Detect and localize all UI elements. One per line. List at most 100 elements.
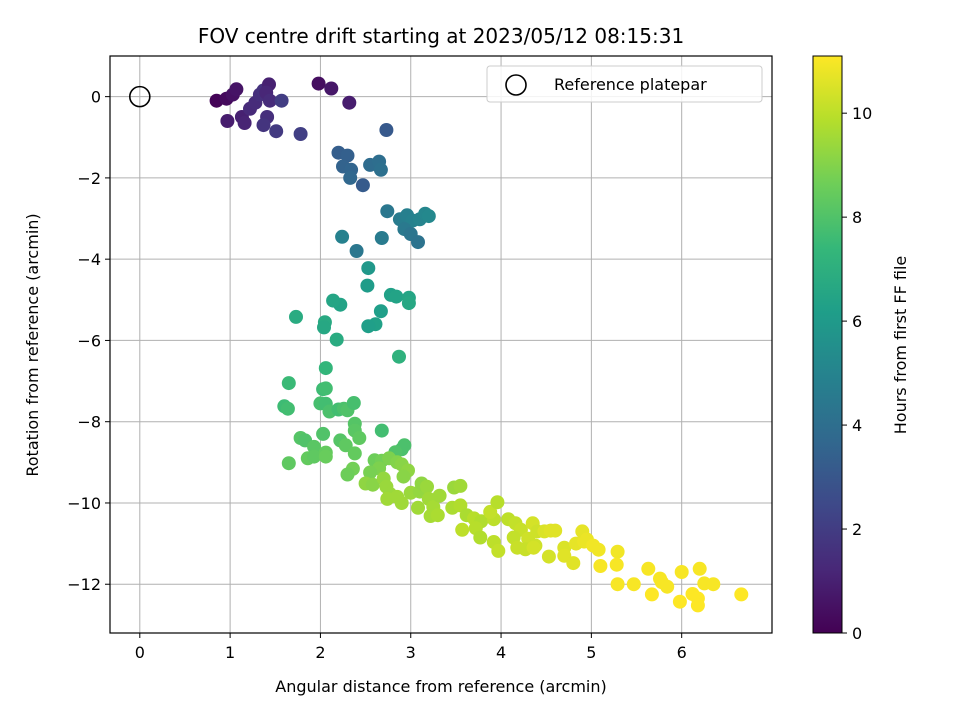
data-point (360, 278, 375, 293)
data-point (706, 577, 721, 592)
data-point (394, 496, 409, 510)
data-point (355, 178, 370, 193)
data-point (338, 438, 353, 453)
data-point (392, 349, 406, 364)
colorbar-tick-label: 10 (852, 104, 872, 123)
y-tick-label: −6 (77, 331, 101, 350)
colorbar-gradient (812, 55, 843, 634)
data-point (361, 319, 376, 334)
data-point (660, 579, 675, 594)
data-point (317, 320, 331, 335)
data-point (316, 426, 331, 441)
colorbar-tick-label: 2 (852, 520, 862, 539)
data-point (401, 296, 416, 311)
data-point (335, 229, 350, 244)
x-axis-ticks: 0 1 2 3 4 5 6 (135, 633, 687, 662)
colorbar-tick-label: 4 (852, 416, 862, 435)
data-point (365, 477, 380, 492)
data-point (293, 127, 308, 141)
colorbar-label: Hours from first FF file (891, 256, 910, 435)
x-tick-label: 1 (225, 643, 235, 662)
colorbar-tick-label: 0 (852, 624, 862, 643)
data-point (672, 594, 687, 609)
y-tick-label: −4 (77, 250, 101, 269)
data-point (343, 170, 358, 185)
x-tick-label: 5 (586, 643, 596, 662)
data-point (342, 95, 357, 110)
legend-marker (505, 74, 527, 96)
data-point (318, 449, 333, 464)
data-point (690, 598, 705, 613)
data-point (237, 116, 252, 130)
legend: Reference platepar (486, 65, 763, 103)
data-point (455, 522, 470, 537)
data-point (256, 118, 271, 133)
data-point (734, 587, 749, 602)
data-point (548, 523, 563, 538)
data-point (374, 423, 389, 438)
data-point (421, 209, 436, 224)
data-point (389, 289, 404, 304)
data-point (626, 577, 641, 592)
data-point (363, 465, 378, 480)
data-point (220, 114, 235, 128)
legend-label: Reference platepar (554, 75, 707, 94)
y-tick-label: −12 (67, 575, 101, 594)
data-points (209, 76, 749, 613)
data-point (641, 561, 656, 576)
data-point (329, 332, 344, 347)
x-tick-label: 0 (135, 643, 145, 662)
data-point (280, 401, 295, 416)
data-point (281, 376, 296, 391)
y-tick-label: −10 (67, 494, 101, 513)
data-point (262, 93, 277, 108)
x-tick-label: 2 (315, 643, 325, 662)
data-point (374, 231, 389, 245)
data-point (324, 81, 339, 96)
reference-marker (129, 85, 151, 108)
data-point (644, 587, 659, 602)
data-point (311, 76, 326, 91)
data-point (340, 148, 355, 163)
data-point (610, 544, 625, 559)
data-point (269, 124, 284, 139)
data-point (591, 542, 606, 557)
data-point (473, 530, 488, 545)
legend-box (486, 65, 763, 103)
data-point (326, 293, 341, 308)
data-point (379, 123, 394, 137)
data-point (566, 556, 581, 571)
data-point (491, 543, 506, 558)
colorbar-ticks: 0 2 4 6 8 10 (842, 104, 872, 643)
y-axis-label: Rotation from reference (arcmin) (23, 213, 42, 476)
data-point (674, 565, 689, 579)
grid (110, 56, 772, 633)
data-point (349, 244, 364, 258)
data-point (274, 93, 289, 108)
x-tick-label: 3 (406, 643, 416, 662)
plot-frame (109, 55, 773, 634)
colorbar: 0 2 4 6 8 10 Hours from first FF file (812, 55, 910, 643)
data-point (318, 361, 333, 376)
data-point (609, 557, 624, 572)
data-point (396, 469, 411, 484)
colorbar-tick-label: 6 (852, 312, 862, 331)
data-point (453, 478, 468, 493)
data-point (361, 261, 376, 276)
data-point (692, 561, 707, 576)
y-axis-ticks: 0 −2 −4 −6 −8 −10 −12 (67, 88, 110, 594)
data-point (411, 500, 425, 515)
data-point (420, 479, 434, 494)
x-tick-label: 4 (496, 643, 506, 662)
data-point (289, 309, 303, 324)
data-point (373, 304, 388, 319)
data-point (281, 456, 296, 471)
y-tick-label: 0 (91, 88, 101, 107)
data-point (526, 540, 541, 555)
data-point (541, 549, 556, 564)
data-point (307, 449, 322, 464)
data-point (490, 495, 505, 510)
data-point (432, 488, 447, 503)
data-point (340, 467, 355, 482)
